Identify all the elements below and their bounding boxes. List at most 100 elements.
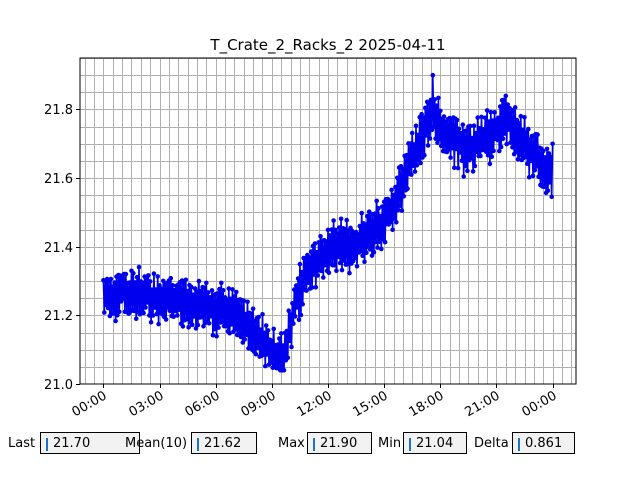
data-point	[230, 287, 235, 292]
data-point	[344, 217, 350, 223]
data-point	[473, 130, 479, 136]
data-point	[217, 286, 222, 292]
data-point	[314, 250, 320, 255]
data-point	[249, 311, 254, 317]
data-point	[297, 261, 303, 267]
data-point	[391, 192, 396, 198]
x-tick-label: 12:00	[295, 388, 335, 420]
text-cursor-icon	[46, 438, 48, 451]
data-point	[136, 264, 142, 270]
data-point	[503, 93, 509, 99]
data-point	[438, 143, 444, 149]
data-point	[455, 165, 461, 171]
data-point	[308, 249, 314, 254]
data-point	[399, 208, 405, 213]
data-point	[481, 127, 486, 132]
data-point	[389, 187, 394, 193]
data-point	[350, 228, 355, 234]
data-point	[216, 325, 221, 330]
data-point	[286, 308, 292, 314]
data-point	[234, 289, 239, 295]
data-point	[412, 169, 418, 174]
data-point	[536, 174, 541, 180]
data-point	[336, 254, 341, 260]
data-point	[487, 161, 493, 167]
data-point	[189, 284, 194, 290]
data-point	[108, 276, 114, 282]
stat-mean-value: 21.62	[204, 436, 242, 451]
data-point	[102, 310, 107, 315]
data-point	[369, 253, 375, 258]
data-point	[409, 172, 414, 177]
stat-min-value: 21.04	[416, 436, 454, 451]
data-point	[458, 130, 464, 136]
data-point	[414, 163, 420, 168]
data-point	[544, 146, 550, 152]
data-point	[495, 137, 500, 143]
data-point	[313, 285, 319, 290]
data-point	[477, 126, 482, 131]
data-point	[207, 295, 213, 300]
stat-max-field[interactable]: 21.90	[307, 432, 372, 454]
data-point	[294, 305, 300, 310]
data-point	[332, 262, 337, 268]
data-point	[321, 275, 326, 280]
data-point	[472, 163, 478, 169]
data-point	[227, 330, 232, 336]
data-point	[547, 180, 553, 185]
stat-min-field[interactable]: 21.04	[403, 432, 467, 454]
data-point	[134, 274, 140, 280]
stat-mean-field[interactable]: 21.62	[191, 432, 257, 454]
stat-delta-value: 0.861	[525, 436, 563, 451]
data-point	[432, 97, 438, 102]
data-point	[229, 322, 234, 327]
data-point	[508, 140, 513, 145]
text-cursor-icon	[197, 438, 199, 451]
data-point	[534, 164, 539, 169]
data-point	[186, 325, 191, 330]
data-point	[278, 331, 284, 336]
data-point	[374, 198, 380, 204]
data-point	[461, 174, 467, 179]
data-point	[318, 234, 323, 239]
data-point	[526, 126, 531, 132]
data-point	[198, 288, 203, 294]
data-point	[238, 334, 244, 340]
data-point	[354, 264, 360, 269]
data-point	[362, 259, 367, 265]
data-point	[409, 130, 415, 136]
data-point	[453, 146, 459, 152]
data-point	[201, 324, 206, 329]
data-point	[190, 292, 196, 298]
data-point	[209, 288, 215, 293]
data-point	[304, 288, 309, 293]
data-point	[269, 338, 275, 344]
stat-last-field[interactable]: 21.70	[40, 432, 140, 454]
data-point	[359, 210, 365, 216]
data-point	[357, 223, 363, 229]
data-point	[421, 115, 426, 120]
data-point	[505, 102, 511, 107]
data-point	[223, 324, 229, 329]
data-point	[373, 239, 379, 245]
data-point	[435, 140, 440, 146]
data-point	[528, 158, 534, 164]
data-point	[408, 141, 413, 146]
data-point	[171, 314, 176, 320]
x-tick-label: 00:00	[70, 388, 110, 420]
stat-delta-field[interactable]: 0.861	[512, 432, 575, 454]
data-point	[363, 222, 368, 227]
x-tick-label: 03:00	[127, 388, 167, 420]
data-point	[352, 255, 358, 261]
data-point	[311, 272, 317, 277]
data-point	[255, 345, 261, 351]
data-point	[112, 280, 117, 285]
data-point	[411, 142, 417, 147]
data-point	[541, 184, 547, 189]
data-point	[173, 308, 178, 314]
data-point	[147, 279, 153, 284]
data-point	[176, 307, 182, 313]
data-point	[498, 144, 504, 150]
data-point	[329, 227, 335, 232]
data-point	[155, 274, 160, 279]
